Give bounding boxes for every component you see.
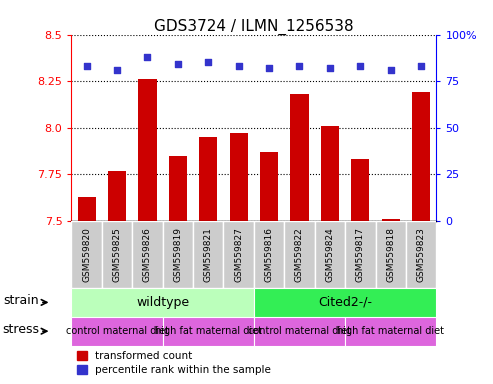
Point: [174, 61, 182, 68]
Bar: [77, 197, 96, 221]
Text: GSM559817: GSM559817: [356, 227, 365, 282]
Bar: [71, 288, 254, 317]
Text: high fat maternal diet: high fat maternal diet: [155, 326, 262, 336]
Text: GSM559821: GSM559821: [204, 227, 213, 282]
Bar: [199, 137, 217, 221]
Bar: [163, 221, 193, 288]
Bar: [169, 156, 187, 221]
Point: [356, 63, 364, 69]
Bar: [412, 92, 430, 221]
Text: GSM559826: GSM559826: [143, 227, 152, 282]
Point: [113, 67, 121, 73]
Point: [83, 63, 91, 69]
Bar: [230, 133, 248, 221]
Bar: [345, 221, 376, 288]
Bar: [71, 221, 102, 288]
Bar: [254, 317, 345, 346]
Bar: [132, 221, 163, 288]
Bar: [382, 219, 400, 221]
Point: [265, 65, 273, 71]
Bar: [193, 221, 223, 288]
Bar: [163, 317, 254, 346]
Bar: [345, 317, 436, 346]
Bar: [315, 221, 345, 288]
Text: GSM559819: GSM559819: [174, 227, 182, 282]
Bar: [108, 170, 126, 221]
Bar: [102, 221, 132, 288]
Bar: [223, 221, 254, 288]
Text: control maternal diet: control maternal diet: [66, 326, 169, 336]
Text: high fat maternal diet: high fat maternal diet: [337, 326, 444, 336]
Title: GDS3724 / ILMN_1256538: GDS3724 / ILMN_1256538: [154, 18, 353, 35]
Text: strain: strain: [3, 295, 39, 308]
Point: [326, 65, 334, 71]
Bar: [406, 221, 436, 288]
Point: [235, 63, 243, 69]
Text: stress: stress: [2, 323, 39, 336]
Text: GSM559820: GSM559820: [82, 227, 91, 282]
Text: GSM559827: GSM559827: [234, 227, 243, 282]
Bar: [71, 317, 163, 346]
Bar: [321, 126, 339, 221]
Text: GSM559825: GSM559825: [112, 227, 122, 282]
Bar: [139, 79, 157, 221]
Bar: [351, 159, 369, 221]
Text: control maternal diet: control maternal diet: [248, 326, 351, 336]
Text: GSM559823: GSM559823: [417, 227, 425, 282]
Legend: transformed count, percentile rank within the sample: transformed count, percentile rank withi…: [77, 351, 271, 375]
Text: GSM559816: GSM559816: [265, 227, 274, 282]
Point: [143, 54, 151, 60]
Text: Cited2-/-: Cited2-/-: [318, 296, 372, 309]
Text: wildtype: wildtype: [136, 296, 189, 309]
Point: [295, 63, 303, 69]
Bar: [290, 94, 309, 221]
Bar: [260, 152, 278, 221]
Bar: [254, 288, 436, 317]
Text: GSM559818: GSM559818: [386, 227, 395, 282]
Bar: [376, 221, 406, 288]
Text: GSM559822: GSM559822: [295, 227, 304, 282]
Bar: [254, 221, 284, 288]
Bar: [284, 221, 315, 288]
Point: [204, 60, 212, 66]
Point: [417, 63, 425, 69]
Point: [387, 67, 394, 73]
Text: GSM559824: GSM559824: [325, 227, 334, 282]
